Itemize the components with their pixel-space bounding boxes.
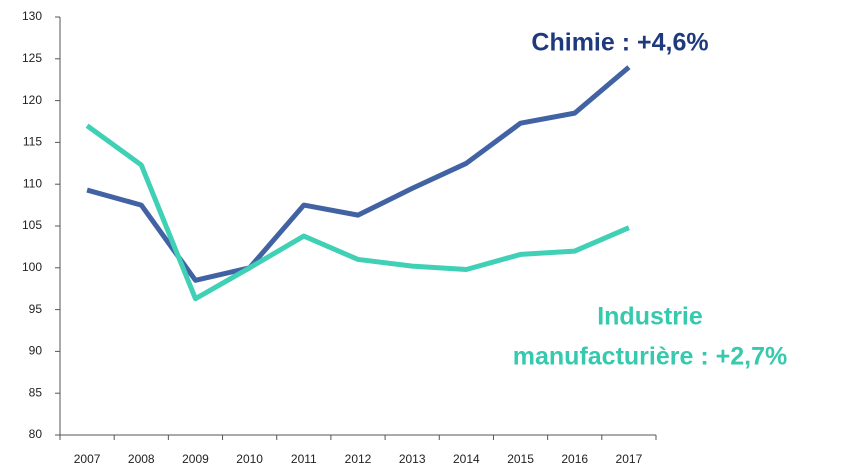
- y-tick-label: 115: [23, 135, 42, 149]
- x-tick-label: 2012: [345, 452, 372, 466]
- x-tick-label: 2014: [453, 452, 480, 466]
- x-tick-label: 2013: [399, 452, 426, 466]
- y-tick-label: 90: [29, 344, 43, 358]
- x-tick-label: 2015: [507, 452, 534, 466]
- x-tick-label: 2016: [561, 452, 588, 466]
- series-line: [85, 123, 630, 302]
- x-tick-label: 2011: [291, 452, 317, 466]
- x-tick-label: 2007: [74, 452, 101, 466]
- y-tick-label: 85: [29, 385, 43, 399]
- series-line: [86, 65, 631, 283]
- x-tick-label: 2009: [182, 452, 209, 466]
- x-tick-label: 2010: [236, 452, 263, 466]
- annotation: Chimie : +4,6%: [531, 29, 708, 57]
- y-tick-label: 125: [22, 51, 42, 65]
- y-tick-label: 130: [22, 9, 42, 23]
- y-tick-label: 80: [29, 427, 43, 441]
- y-tick-label: 105: [22, 218, 42, 232]
- y-tick-label: 100: [22, 260, 42, 274]
- annotation: manufacturière : +2,7%: [513, 343, 787, 371]
- x-tick-label: 2017: [616, 452, 643, 466]
- y-tick-label: 120: [22, 93, 42, 107]
- y-tick-label: 110: [23, 176, 42, 190]
- annotation: Industrie: [597, 303, 703, 331]
- y-tick-label: 95: [29, 302, 43, 316]
- x-tick-label: 2008: [128, 452, 155, 466]
